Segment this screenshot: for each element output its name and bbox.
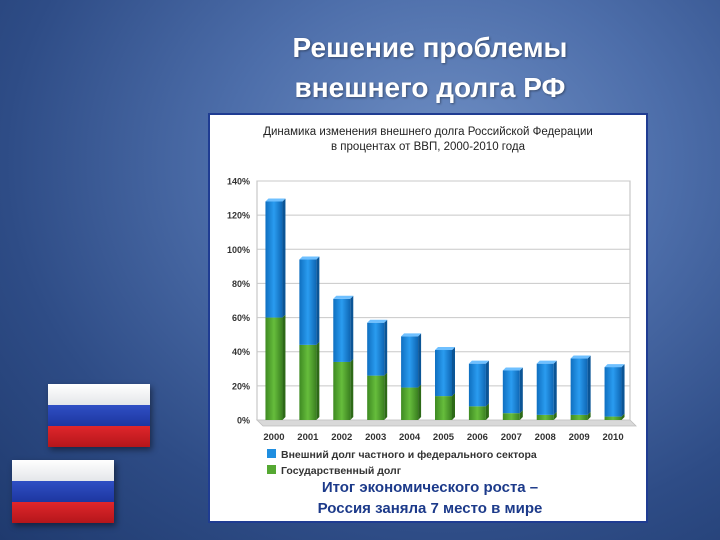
bar-private-debt <box>401 336 419 388</box>
bar-state-debt-side <box>519 410 523 420</box>
x-tick-label: 2003 <box>365 432 386 443</box>
bar-private-debt <box>333 298 351 362</box>
y-tick-label: 20% <box>232 381 250 391</box>
x-tick-label: 2007 <box>501 432 522 443</box>
bar-private-debt <box>299 259 317 345</box>
bar-private-debt <box>536 363 554 415</box>
y-tick-label: 0% <box>237 416 250 426</box>
chart-title-line-2: в процентах от ВВП, 2000-2010 года <box>331 141 526 153</box>
bar-state-debt <box>435 396 452 420</box>
bar-private-debt-side <box>485 360 489 407</box>
y-tick-label: 80% <box>232 279 250 289</box>
x-tick-label: 2009 <box>569 432 590 443</box>
bar-state-debt <box>367 375 385 420</box>
bar-private-debt-top <box>468 360 489 364</box>
bar-private-debt-side <box>621 364 625 417</box>
y-tick-label: 40% <box>232 347 250 357</box>
y-tick-label: 60% <box>232 313 250 323</box>
bar-state-debt <box>536 414 554 420</box>
x-tick-label: 2010 <box>602 432 623 443</box>
slide-title: Решение проблемы внешнего долга РФ <box>250 28 610 108</box>
chart-panel: Динамика изменения внешнего долга Россий… <box>208 113 648 523</box>
slide-title-line-1: Решение проблемы <box>292 32 568 63</box>
bar-state-debt <box>265 317 283 420</box>
bar-state-debt-side <box>587 411 591 420</box>
y-tick-label: 100% <box>227 245 250 255</box>
bar-private-debt-top <box>604 364 625 368</box>
bar-private-debt-top <box>401 333 422 337</box>
legend-label: Государственный долг <box>281 465 402 477</box>
bar-private-debt-side <box>587 355 591 415</box>
bar-private-debt <box>435 350 452 397</box>
slide-title-line-2: внешнего долга РФ <box>294 72 566 103</box>
bar-state-debt <box>299 344 317 420</box>
bar-state-debt <box>401 387 419 420</box>
bar-state-debt <box>468 406 486 420</box>
y-tick-label: 140% <box>227 177 250 187</box>
caption-line-2: Россия заняла 7 место в мире <box>317 500 543 517</box>
bar-private-debt-side <box>384 319 388 376</box>
bar-state-debt-side <box>553 411 557 420</box>
bar-private-debt-top <box>536 360 557 364</box>
bar-private-debt-side <box>316 256 320 345</box>
bar-state-debt-side <box>418 384 422 420</box>
legend-swatch <box>267 449 276 458</box>
bar-private-debt-top <box>299 256 320 260</box>
summary-caption: Итог экономического роста – Россия занял… <box>220 477 640 519</box>
bar-private-debt-side <box>282 198 286 318</box>
bar-private-debt <box>502 370 520 414</box>
x-tick-label: 2005 <box>433 432 455 443</box>
bar-state-debt <box>502 413 520 420</box>
bar-private-debt <box>265 201 283 318</box>
bar-private-debt-top <box>502 367 523 371</box>
bar-private-debt-side <box>350 295 354 362</box>
bar-private-debt-side <box>418 333 422 388</box>
bar-private-debt-side <box>553 360 557 415</box>
bar-private-debt-side <box>452 347 455 397</box>
bar-private-debt-top <box>333 295 354 299</box>
bar-state-debt <box>570 414 588 420</box>
x-tick-label: 2002 <box>331 432 352 443</box>
legend-label: Внешний долг частного и федерального сек… <box>281 449 537 461</box>
bar-state-debt-side <box>282 314 286 420</box>
bar-state-debt <box>333 361 351 420</box>
x-tick-label: 2004 <box>399 432 421 443</box>
bar-private-debt <box>604 367 622 417</box>
chart-title-line-1: Динамика изменения внешнего долга Россий… <box>263 126 593 138</box>
bar-state-debt-side <box>384 372 388 420</box>
bar-private-debt-top <box>367 319 388 323</box>
russian-flag-icon <box>48 384 150 447</box>
bar-private-debt <box>570 358 588 415</box>
x-tick-label: 2001 <box>297 432 319 443</box>
caption-line-1: Итог экономического роста – <box>321 479 539 496</box>
x-tick-label: 2008 <box>535 432 556 443</box>
bar-state-debt-side <box>316 341 320 420</box>
x-tick-label: 2006 <box>467 432 488 443</box>
bar-private-debt-side <box>519 367 523 414</box>
bar-state-debt-side <box>621 413 625 420</box>
russian-flag-icon-secondary <box>12 460 114 523</box>
bar-private-debt-top <box>570 355 591 359</box>
bar-private-debt <box>367 322 385 376</box>
y-tick-label: 120% <box>227 211 250 221</box>
x-tick-label: 2000 <box>263 432 284 443</box>
bar-state-debt-side <box>350 358 354 420</box>
bar-state-debt-side <box>485 403 489 420</box>
bar-private-debt <box>468 363 486 407</box>
bar-private-debt-top <box>435 347 455 351</box>
plot-floor <box>256 419 637 427</box>
bar-state-debt-side <box>452 393 455 420</box>
debt-chart: Динамика изменения внешнего долга Россий… <box>227 126 637 477</box>
bar-private-debt-top <box>265 198 286 202</box>
bar-state-debt <box>604 416 622 420</box>
legend-swatch <box>267 465 276 474</box>
